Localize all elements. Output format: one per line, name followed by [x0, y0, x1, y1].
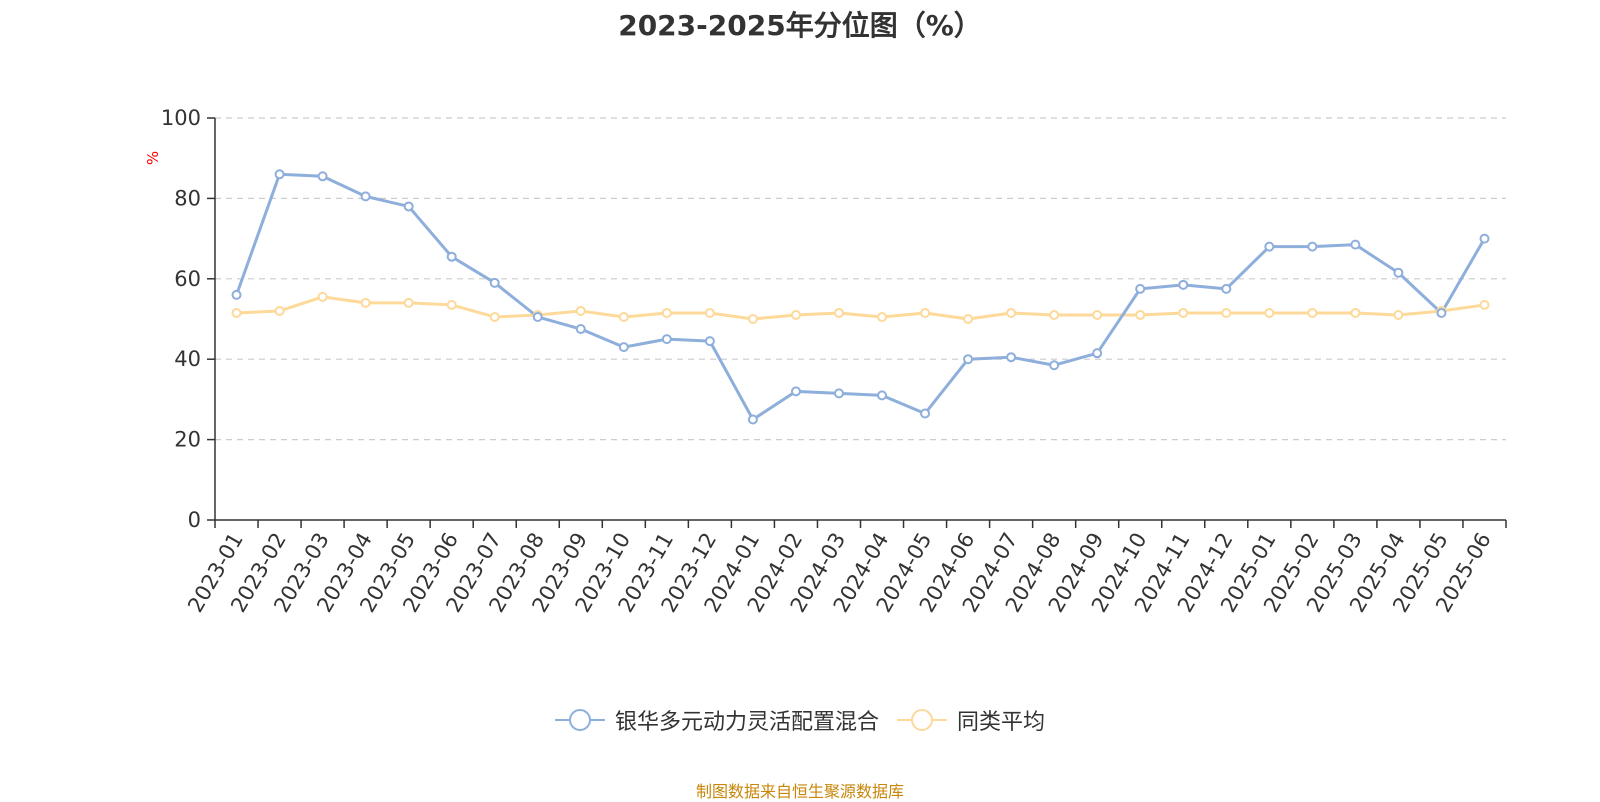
data-point-peer-average — [661, 307, 672, 318]
chart-title: 2023-2025年分位图（%） — [618, 9, 982, 42]
data-point-peer-average — [1092, 309, 1103, 320]
data-point-fund — [446, 251, 457, 262]
legend-item-peer-average[interactable]: 同类平均 — [897, 704, 1045, 736]
y-tick-label: 20 — [174, 428, 201, 452]
y-axis-unit-label: % — [144, 151, 162, 165]
data-point-peer-average — [1135, 309, 1146, 320]
data-point-fund — [1393, 267, 1404, 278]
data-point-fund — [360, 191, 371, 202]
data-point-peer-average — [274, 305, 285, 316]
data-point-fund — [704, 336, 715, 347]
y-tick-label: 0 — [188, 508, 201, 532]
y-tick-label: 100 — [161, 106, 201, 130]
data-point-peer-average — [403, 297, 414, 308]
data-point-peer-average — [790, 309, 801, 320]
data-point-fund — [1049, 360, 1060, 371]
data-point-peer-average — [1221, 307, 1232, 318]
data-point-fund — [575, 324, 586, 335]
data-point-peer-average — [1049, 309, 1060, 320]
data-point-fund — [489, 277, 500, 288]
data-point-peer-average — [360, 297, 371, 308]
data-point-fund — [1264, 241, 1275, 252]
data-point-fund — [790, 386, 801, 397]
legend-label-fund: 银华多元动力灵活配置混合 — [614, 710, 879, 735]
data-point-peer-average — [618, 311, 629, 322]
legend-swatch-fund-icon — [554, 709, 605, 731]
data-point-fund — [231, 289, 242, 300]
data-point-fund — [1221, 283, 1232, 294]
y-tick-label: 80 — [174, 186, 201, 210]
data-point-fund — [747, 414, 758, 425]
data-point-peer-average — [833, 307, 844, 318]
data-point-fund — [1092, 348, 1103, 359]
data-point-fund — [920, 408, 931, 419]
data-point-fund — [532, 311, 543, 322]
data-point-fund — [1350, 239, 1361, 250]
series-layer — [231, 169, 1490, 425]
data-point-peer-average — [231, 307, 242, 318]
data-point-peer-average — [489, 311, 500, 322]
data-point-fund — [1006, 352, 1017, 363]
data-point-fund — [1436, 307, 1447, 318]
data-point-peer-average — [1307, 307, 1318, 318]
legend-swatch-peer-average-icon — [897, 709, 947, 731]
data-point-fund — [661, 334, 672, 345]
data-point-fund — [1135, 283, 1146, 294]
legend-item-fund[interactable]: 银华多元动力灵活配置混合 — [554, 704, 879, 736]
data-point-peer-average — [747, 314, 758, 324]
data-point-peer-average — [1006, 307, 1017, 318]
data-point-fund — [963, 354, 974, 365]
data-point-fund — [317, 171, 328, 182]
data-point-peer-average — [575, 305, 586, 316]
series-line-fund — [235, 172, 1486, 421]
data-point-fund — [1178, 279, 1189, 290]
data-point-peer-average — [1264, 307, 1275, 318]
data-point-peer-average — [704, 307, 715, 318]
data-point-peer-average — [1479, 299, 1490, 310]
data-point-peer-average — [963, 314, 974, 324]
data-point-fund — [618, 342, 629, 353]
data-point-peer-average — [1350, 307, 1361, 318]
data-point-peer-average — [1393, 309, 1404, 320]
data-point-fund — [877, 390, 888, 401]
legend-label-peer-average: 同类平均 — [957, 710, 1046, 735]
grid-lines — [215, 117, 1506, 441]
axes: 020406080100%2023-012023-022023-032023-0… — [144, 106, 1507, 616]
data-point-fund — [274, 169, 285, 180]
data-point-peer-average — [1178, 307, 1189, 318]
data-point-peer-average — [920, 307, 931, 318]
source-note: 制图数据来自恒生聚源数据库 — [695, 782, 904, 801]
data-point-peer-average — [317, 291, 328, 302]
data-point-fund — [1479, 233, 1490, 244]
data-point-fund — [1307, 241, 1318, 252]
y-tick-label: 40 — [174, 347, 201, 371]
data-point-fund — [403, 201, 414, 212]
data-point-fund — [833, 388, 844, 399]
y-tick-label: 60 — [174, 267, 201, 291]
data-point-peer-average — [877, 311, 888, 322]
series-line-peer-average — [236, 295, 1485, 321]
data-point-peer-average — [446, 299, 457, 310]
legend: 银华多元动力灵活配置混合 同类平均 — [0, 704, 1600, 736]
